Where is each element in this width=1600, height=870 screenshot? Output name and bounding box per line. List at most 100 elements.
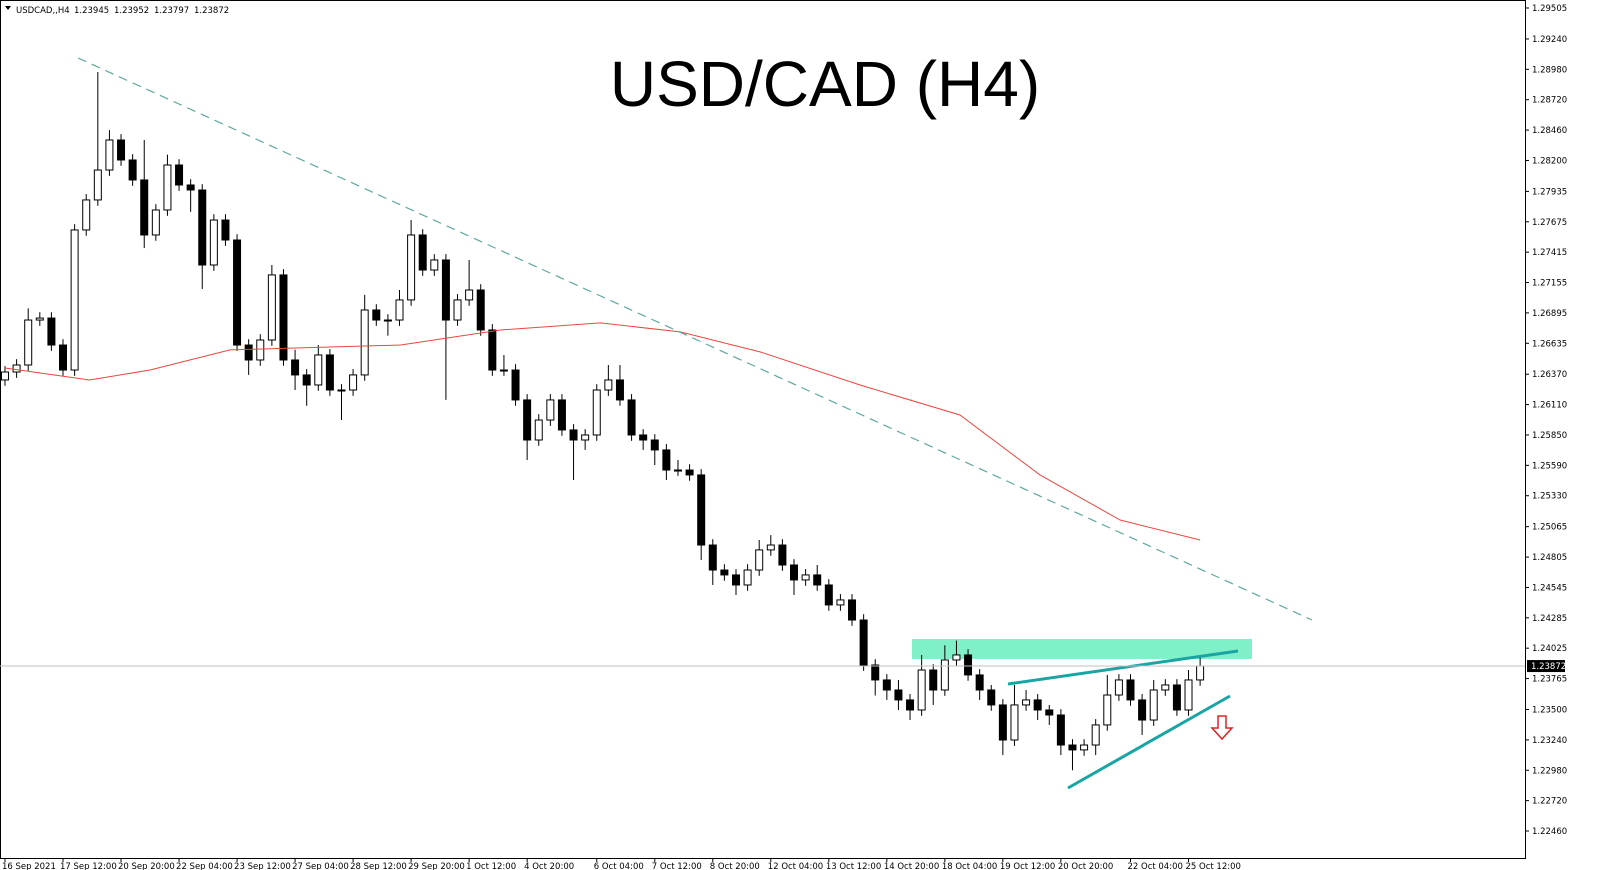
candle-body xyxy=(708,544,717,571)
x-tick-label: 20 Oct 20:00 xyxy=(1058,862,1113,870)
wedge-lower xyxy=(1067,694,1231,790)
candle-body xyxy=(175,164,184,186)
candle-body xyxy=(1010,704,1019,741)
x-tick-label: 18 Oct 04:00 xyxy=(942,862,997,870)
candle-body xyxy=(859,619,868,666)
resistance-zone xyxy=(912,639,1252,659)
candle-body xyxy=(35,317,44,321)
candle-body xyxy=(952,654,961,661)
candle-body xyxy=(59,344,68,371)
candle-body xyxy=(465,289,474,301)
candle-body xyxy=(1033,699,1042,711)
candle-body xyxy=(163,164,172,211)
candle-body xyxy=(790,564,799,581)
candle-body xyxy=(70,229,79,371)
candle-body xyxy=(975,674,984,691)
candle-body xyxy=(940,659,949,691)
symbol-label: USDCAD,,H4 xyxy=(16,6,70,16)
candle-body xyxy=(1045,709,1054,716)
candle-body xyxy=(685,469,694,476)
y-tick-label: 1.29240 xyxy=(1532,35,1567,45)
y-tick-label: 1.22980 xyxy=(1532,766,1567,776)
x-tick-label: 12 Oct 04:00 xyxy=(768,862,823,870)
candle-body xyxy=(140,179,149,236)
y-tick-label: 1.24805 xyxy=(1532,553,1567,563)
candle-body xyxy=(1080,744,1089,751)
x-tick-label: 27 Sep 04:00 xyxy=(292,862,349,870)
candle-body xyxy=(93,169,102,201)
trend-line xyxy=(77,57,1313,621)
x-tick-label: 4 Oct 20:00 xyxy=(524,862,574,870)
candle-body xyxy=(801,574,810,581)
candle-body xyxy=(221,219,230,241)
candle-body xyxy=(233,239,242,346)
candle-body xyxy=(1184,679,1193,711)
last-price-box xyxy=(1527,660,1565,673)
candle-body xyxy=(279,274,288,361)
y-tick-label: 1.27415 xyxy=(1532,248,1567,258)
candle-body xyxy=(372,309,381,321)
candle-body xyxy=(256,339,265,361)
x-tick-label: 19 Oct 12:00 xyxy=(1000,862,1055,870)
x-tick-label: 22 Oct 04:00 xyxy=(1127,862,1182,870)
y-tick-label: 1.25590 xyxy=(1532,461,1567,471)
candle-body xyxy=(244,344,253,361)
candle-body xyxy=(395,299,404,321)
candle-body xyxy=(1126,679,1135,701)
candle-body xyxy=(650,439,659,451)
y-tick-label: 1.27935 xyxy=(1532,187,1567,197)
candle-body xyxy=(314,354,323,386)
plot-frame xyxy=(0,0,1526,859)
x-tick-label: 23 Sep 12:00 xyxy=(234,862,291,870)
candle-body xyxy=(360,309,369,376)
x-tick-label: 1 Oct 12:00 xyxy=(466,862,516,870)
x-tick-label: 13 Oct 12:00 xyxy=(826,862,881,870)
candle-body xyxy=(906,699,915,711)
x-tick-label: 14 Oct 20:00 xyxy=(884,862,939,870)
candle-body xyxy=(1138,699,1147,721)
candle-body xyxy=(882,679,891,691)
candle-body xyxy=(267,274,276,341)
candle-body xyxy=(82,199,91,231)
header-low: 1.23797 xyxy=(154,6,189,16)
x-tick-label: 20 Sep 20:00 xyxy=(118,862,175,870)
y-tick-label: 1.26370 xyxy=(1532,370,1567,380)
y-tick-label: 1.28200 xyxy=(1532,156,1567,166)
candle-body xyxy=(824,584,833,606)
candle-body xyxy=(929,669,938,691)
candle-body xyxy=(987,689,996,706)
y-tick-label: 1.25850 xyxy=(1532,431,1567,441)
wedge-upper xyxy=(1007,649,1239,686)
candle-body xyxy=(1114,679,1123,696)
candle-body xyxy=(430,259,439,271)
candle-body xyxy=(615,379,624,401)
candle-body xyxy=(836,599,845,606)
y-tick-label: 1.23240 xyxy=(1532,736,1567,746)
candle-body xyxy=(47,317,56,346)
x-tick-label: 17 Sep 12:00 xyxy=(60,862,117,870)
candle-body xyxy=(743,569,752,586)
y-tick-label: 1.25065 xyxy=(1532,523,1567,533)
candle-body xyxy=(778,544,787,566)
candle-body xyxy=(105,139,114,171)
y-tick-label: 1.22720 xyxy=(1532,797,1567,807)
y-tick-label: 1.23500 xyxy=(1532,706,1567,716)
x-tick-label: 16 Sep 2021 xyxy=(2,862,56,870)
x-tick-label: 22 Sep 04:00 xyxy=(176,862,233,870)
candle-body xyxy=(151,209,160,236)
candle-body xyxy=(453,299,462,321)
candle-body xyxy=(12,364,21,373)
candle-body xyxy=(731,574,740,586)
candle-body xyxy=(546,399,555,421)
candle-body xyxy=(755,549,764,571)
candle-body xyxy=(209,219,218,266)
candle-body xyxy=(1149,689,1158,721)
y-tick-label: 1.23765 xyxy=(1532,675,1567,685)
candle-body xyxy=(1196,665,1205,681)
y-tick-label: 1.27675 xyxy=(1532,218,1567,228)
y-tick-label: 1.28720 xyxy=(1532,96,1567,106)
candle-body xyxy=(418,234,427,271)
candle-body xyxy=(488,329,497,371)
